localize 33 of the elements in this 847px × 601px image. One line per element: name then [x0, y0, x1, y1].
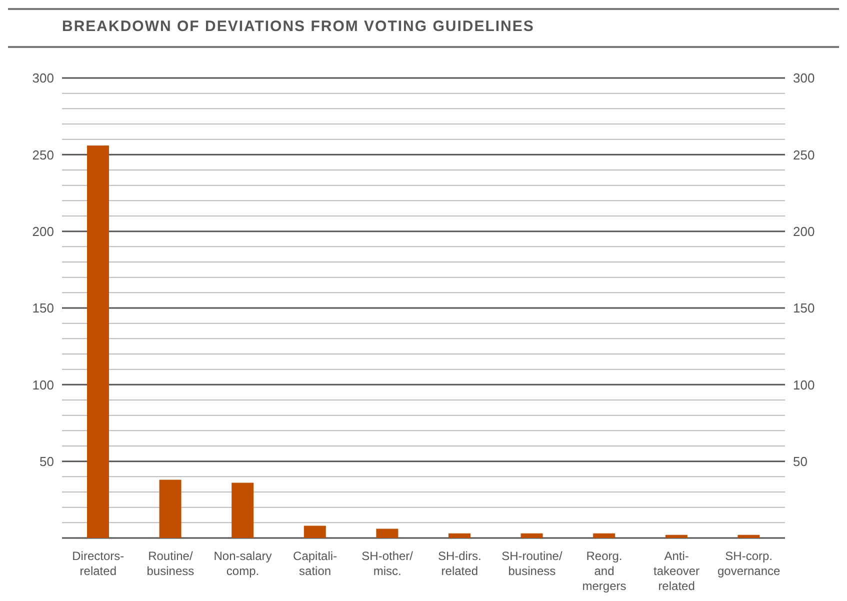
bar [304, 526, 326, 538]
bar [593, 533, 616, 538]
x-tick-label: SH-other/ misc. [362, 549, 414, 578]
y-tick-label: 250 [32, 147, 54, 162]
x-tick-label: SH-routine/ business [502, 549, 563, 578]
y-tick-label: 300 [32, 70, 54, 86]
x-tick-label: SH-dirs. related [438, 549, 482, 578]
x-tick-label: Non-salary comp. [214, 549, 272, 578]
y-tick-label: 150 [32, 300, 54, 316]
y2-tick-label: 300 [793, 70, 815, 86]
y2-tick-label: 50 [793, 454, 808, 469]
y-tick-label: 100 [32, 377, 54, 392]
bar [520, 533, 543, 538]
x-tick-label: Directors- related [72, 549, 124, 578]
bar [448, 533, 470, 538]
bar [159, 480, 182, 538]
x-tick-label: SH-corp. governance [717, 549, 781, 578]
y2-tick-label: 250 [793, 147, 815, 162]
bar [665, 534, 688, 538]
x-tick-label: Reorg. and mergers [582, 549, 626, 593]
y2-tick-label: 150 [793, 300, 815, 316]
bar [738, 534, 760, 538]
y2-tick-label: 200 [793, 224, 815, 239]
x-tick-label: Capitali- sation [293, 549, 338, 578]
y-tick-label: 50 [40, 454, 54, 469]
y-tick-label: 200 [32, 224, 54, 239]
bar [376, 528, 398, 538]
x-tick-label: Routine/ business [146, 549, 194, 578]
bar [232, 482, 254, 538]
y2-tick-label: 100 [793, 377, 815, 392]
chart-title: BREAKDOWN OF DEVIATIONS FROM VOTING GUIDELINES [8, 8, 839, 48]
x-tick-label: Anti- takeover related [654, 549, 700, 593]
bar [87, 145, 109, 538]
